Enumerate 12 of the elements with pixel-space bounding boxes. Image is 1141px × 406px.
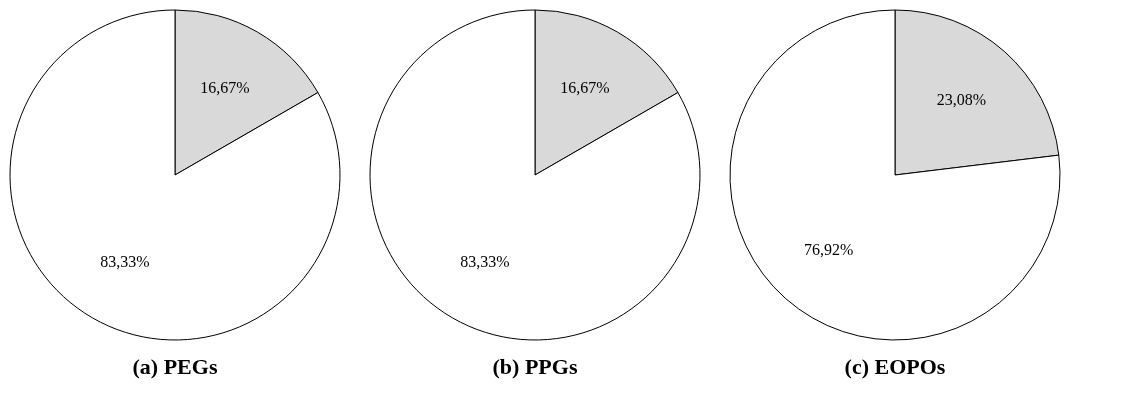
pie-slice [369,9,701,341]
pie-slice [729,9,1061,341]
data-label: 23,08% [936,91,986,109]
text: (c) EOPOs [844,354,946,379]
data-label: 83,33% [460,252,510,270]
pie-slice [9,9,341,341]
data-label: 76,92% [804,240,854,258]
data-label: 16,67% [560,79,610,97]
data-label: 83,33% [100,252,150,270]
text: (a) PEGs [132,354,218,379]
data-label: 16,67% [200,79,250,97]
text: (b) PPGs [492,354,578,379]
